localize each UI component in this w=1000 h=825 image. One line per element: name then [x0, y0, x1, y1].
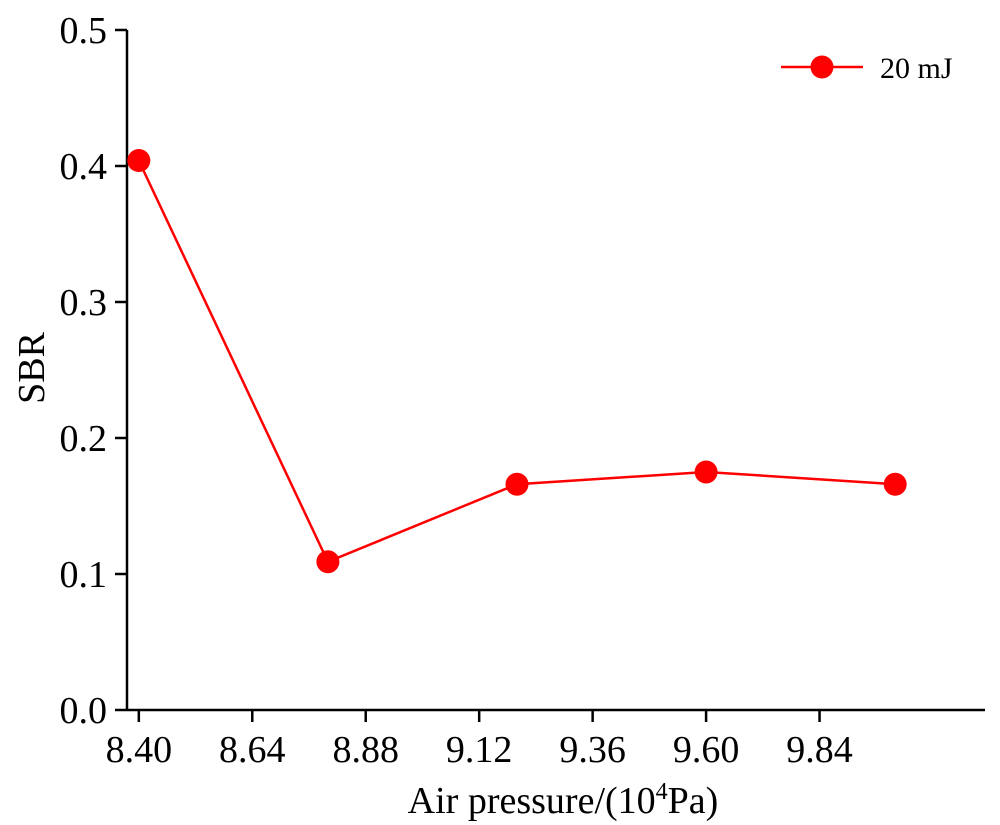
x-tick-label: 9.12 — [446, 729, 513, 771]
y-tick-label: 0.2 — [60, 418, 108, 460]
axes — [125, 30, 985, 712]
x-tick-label: 9.84 — [786, 729, 853, 771]
legend-marker — [810, 55, 834, 79]
x-tick-label: 9.36 — [559, 729, 626, 771]
legend: 20 mJ — [781, 52, 953, 85]
x-tick-label: 8.88 — [332, 729, 399, 771]
data-point — [127, 149, 151, 173]
y-tick-label: 0.0 — [60, 690, 108, 732]
x-axis-ticks: 8.40 8.64 8.88 9.12 9.36 9.60 9.84 — [106, 710, 853, 771]
x-tick-label: 9.60 — [673, 729, 740, 771]
series-layer — [127, 149, 907, 574]
y-tick-label: 0.1 — [60, 554, 108, 596]
y-axis-ticks: 0.0 0.1 0.2 0.3 0.4 0.5 — [60, 10, 127, 732]
x-axis-title-superscript: 4 — [656, 779, 668, 805]
y-tick-label: 0.5 — [60, 10, 108, 52]
x-axis-title-main: Air pressure/(10 — [408, 780, 656, 822]
data-point — [316, 550, 340, 574]
data-point — [694, 460, 718, 484]
x-axis-title-suffix: Pa) — [668, 780, 719, 822]
x-tick-label: 8.64 — [219, 729, 286, 771]
y-axis-title: SBR — [11, 331, 53, 403]
y-tick-label: 0.4 — [60, 146, 108, 188]
data-point — [505, 472, 529, 496]
legend-label: 20 mJ — [880, 52, 953, 85]
x-tick-label: 8.40 — [106, 729, 173, 771]
y-tick-label: 0.3 — [60, 282, 108, 324]
series-line — [137, 160, 896, 564]
data-point — [883, 472, 907, 496]
x-axis-title: Air pressure/(104Pa) — [408, 779, 719, 822]
